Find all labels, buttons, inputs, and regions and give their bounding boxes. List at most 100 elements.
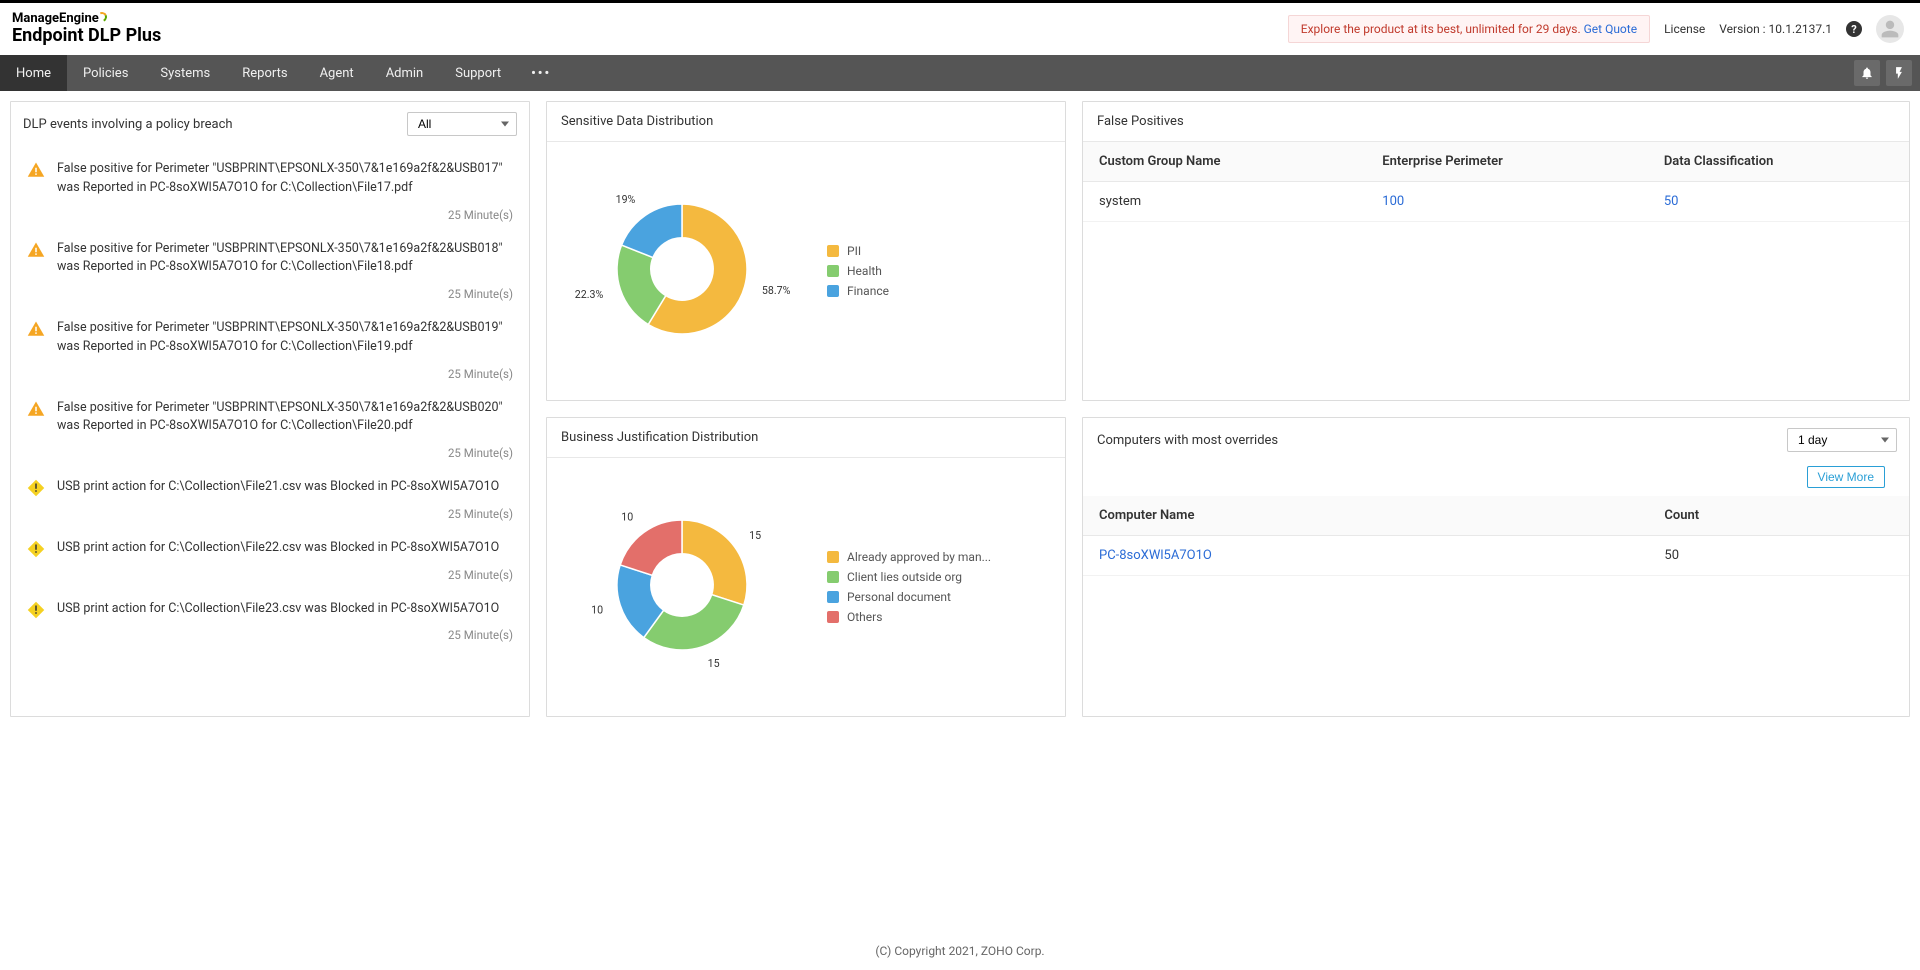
event-item[interactable]: False positive for Perimeter "USBPRINT\E… [21, 146, 523, 226]
event-time: 25 Minute(s) [57, 628, 517, 642]
warning-icon [27, 161, 45, 179]
chart-legend: Already approved by man... Client lies ou… [827, 550, 991, 624]
promo-text: Explore the product at its best, unlimit… [1301, 22, 1584, 36]
nav-item-reports[interactable]: Reports [226, 55, 303, 91]
event-time: 25 Minute(s) [57, 568, 517, 582]
alert-icon [27, 601, 45, 619]
card-body: Computer NameCount PC-8soXWl5A7O1O 50 [1083, 496, 1909, 716]
table-cell: 50 [1648, 182, 1909, 222]
brand-bottom: Endpoint DLP Plus [12, 26, 161, 46]
bell-icon [1860, 66, 1874, 80]
event-item[interactable]: USB print action for C:\Collection\File2… [21, 586, 523, 647]
legend-item[interactable]: Already approved by man... [827, 550, 991, 564]
nav-item-home[interactable]: Home [0, 55, 67, 91]
table-cell: PC-8soXWl5A7O1O [1083, 536, 1648, 576]
nav-more-button[interactable]: ••• [517, 55, 565, 91]
card-body: 58.7%22.3%19% PII Health Finance [547, 142, 1065, 400]
business-justification-card: Business Justification Distribution 1515… [546, 417, 1066, 717]
nav-item-support[interactable]: Support [439, 55, 517, 91]
legend-item[interactable]: Others [827, 610, 991, 624]
quick-actions-button[interactable] [1886, 60, 1912, 86]
notifications-button[interactable] [1854, 60, 1880, 86]
warning-icon [27, 320, 45, 338]
app-header: ManageEngine Endpoint DLP Plus Explore t… [0, 3, 1920, 55]
table-header-cell: Enterprise Perimeter [1366, 142, 1648, 182]
view-more-row: View More [1097, 460, 1897, 496]
donut-slice [682, 520, 747, 605]
nav-item-systems[interactable]: Systems [144, 55, 226, 91]
events-filter-select[interactable]: All [407, 112, 517, 136]
events-header: DLP events involving a policy breach All [11, 102, 529, 146]
enterprise-link[interactable]: 100 [1382, 194, 1404, 209]
legend-item[interactable]: Health [827, 264, 889, 278]
table-header-cell: Count [1648, 496, 1909, 536]
legend-item[interactable]: PII [827, 244, 889, 258]
donut-chart: 15 15 10 10 [567, 470, 797, 704]
card-body: 15 15 10 10 Already approved by man... Clien… [547, 458, 1065, 716]
legend-swatch [827, 285, 839, 297]
table-header-row: Computer NameCount [1083, 496, 1909, 536]
donut-slice [644, 595, 744, 650]
avatar-icon[interactable] [1876, 15, 1904, 43]
period-select[interactable]: 1 day [1787, 428, 1897, 452]
legend-swatch [827, 571, 839, 583]
nav-item-admin[interactable]: Admin [370, 55, 440, 91]
donut-slice-label: 15 [749, 529, 761, 542]
event-time: 25 Minute(s) [57, 446, 517, 460]
help-icon[interactable]: ? [1846, 21, 1862, 37]
card-title: Sensitive Data Distribution [547, 102, 1065, 142]
events-filter-wrap: All [407, 112, 517, 136]
table-header-row: Custom Group NameEnterprise PerimeterDat… [1083, 142, 1909, 182]
donut-slice-label: 10 [591, 603, 603, 616]
donut-chart: 58.7%22.3%19% [567, 154, 797, 388]
event-text: USB print action for C:\Collection\File2… [57, 478, 517, 497]
period-select-wrap: 1 day [1787, 428, 1897, 452]
card-title: Computers with most overrides [1097, 433, 1278, 448]
legend-label: PII [847, 244, 861, 258]
legend-item[interactable]: Personal document [827, 590, 991, 604]
table-cell: 50 [1648, 536, 1909, 576]
events-title: DLP events involving a policy breach [23, 117, 233, 132]
false-positives-table: Custom Group NameEnterprise PerimeterDat… [1083, 142, 1909, 222]
view-more-button[interactable]: View More [1807, 466, 1885, 488]
legend-item[interactable]: Finance [827, 284, 889, 298]
donut-slice-label: 10 [621, 511, 633, 524]
brand-top-text: ManageEngine [12, 11, 99, 26]
events-list[interactable]: False positive for Perimeter "USBPRINT\E… [11, 146, 529, 716]
license-link[interactable]: License [1664, 22, 1705, 36]
event-text: False positive for Perimeter "USBPRINT\E… [57, 319, 517, 357]
table-header-cell: Computer Name [1083, 496, 1648, 536]
event-item[interactable]: False positive for Perimeter "USBPRINT\E… [21, 385, 523, 465]
nav-item-agent[interactable]: Agent [304, 55, 370, 91]
nav-left: HomePoliciesSystemsReportsAgentAdminSupp… [0, 55, 565, 91]
get-quote-link[interactable]: Get Quote [1584, 22, 1637, 36]
footer-copyright: (C) Copyright 2021, ZOHO Corp. [0, 932, 1920, 970]
table-header-cell: Custom Group Name [1083, 142, 1366, 182]
nav-item-policies[interactable]: Policies [67, 55, 144, 91]
event-time: 25 Minute(s) [57, 208, 517, 222]
card-title: Business Justification Distribution [547, 418, 1065, 458]
main-nav: HomePoliciesSystemsReportsAgentAdminSupp… [0, 55, 1920, 91]
event-item[interactable]: False positive for Perimeter "USBPRINT\E… [21, 226, 523, 306]
legend-swatch [827, 551, 839, 563]
event-item[interactable]: False positive for Perimeter "USBPRINT\E… [21, 305, 523, 385]
event-item[interactable]: USB print action for C:\Collection\File2… [21, 464, 523, 525]
legend-label: Others [847, 610, 882, 624]
bolt-icon [1892, 66, 1906, 80]
computers-header: Computers with most overrides 1 day View… [1083, 418, 1909, 496]
promo-banner: Explore the product at its best, unlimit… [1288, 15, 1650, 43]
dashboard: Sensitive Data Distribution 58.7%22.3%19… [0, 91, 1920, 932]
alert-icon [27, 479, 45, 497]
legend-swatch [827, 611, 839, 623]
alert-icon [27, 540, 45, 558]
event-item[interactable]: USB print action for C:\Collection\File2… [21, 525, 523, 586]
computer-link[interactable]: PC-8soXWl5A7O1O [1099, 548, 1212, 563]
table-row: system10050 [1083, 182, 1909, 222]
donut-slice-label: 15 [708, 657, 720, 670]
legend-label: Personal document [847, 590, 951, 604]
legend-item[interactable]: Client lies outside org [827, 570, 991, 584]
classification-link[interactable]: 50 [1664, 194, 1679, 209]
event-time: 25 Minute(s) [57, 367, 517, 381]
card-title: False Positives [1083, 102, 1909, 142]
warning-icon [27, 400, 45, 418]
